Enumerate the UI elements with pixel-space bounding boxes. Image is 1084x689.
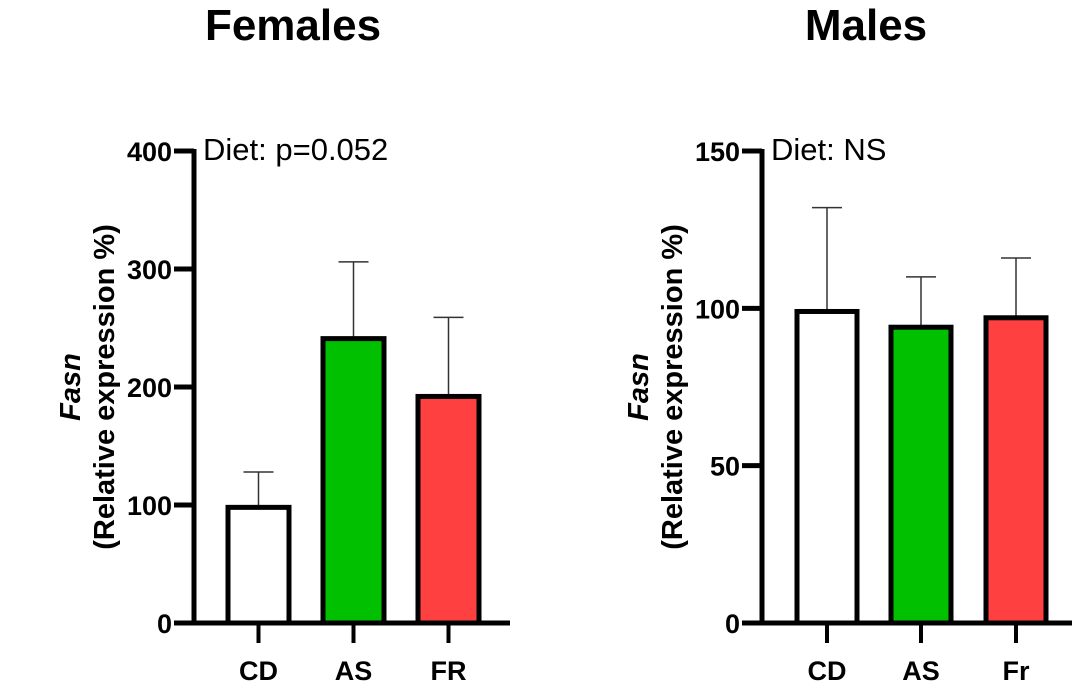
x-tick-label: Fr xyxy=(1003,656,1030,686)
y-tick-label: 50 xyxy=(710,452,740,482)
stat-annotation: Diet: p=0.052 xyxy=(203,132,388,167)
y-tick-label: 300 xyxy=(127,255,172,285)
bar-cd xyxy=(225,504,292,626)
bar-as xyxy=(888,324,954,626)
y-axis-unit-label: (Relative expression %) xyxy=(657,224,689,550)
y-axis-gene-label: Fasn xyxy=(623,353,655,421)
y-tick-label: 150 xyxy=(695,137,740,167)
y-tick-label: 0 xyxy=(725,609,740,639)
x-tick-label: AS xyxy=(335,656,373,686)
x-tick-label: FR xyxy=(431,656,467,686)
y-tick-label: 200 xyxy=(127,373,172,403)
x-tick-label: CD xyxy=(808,656,847,686)
chart-females: Females Fasn(Relative expression %) CD AS FR… xyxy=(55,1,510,686)
stat-annotation: Diet: NS xyxy=(771,132,886,167)
y-axis-unit-label: (Relative expression %) xyxy=(89,224,121,550)
y-tick-label: 100 xyxy=(695,294,740,324)
y-tick-label: 400 xyxy=(127,137,172,167)
y-axis-gene-label: Fasn xyxy=(55,353,87,421)
x-tick-label: CD xyxy=(239,656,278,686)
chart-title: Females xyxy=(205,1,381,50)
bar-as xyxy=(320,336,387,626)
chart-males: Males Fasn(Relative expression %) CD AS Fr 0 5… xyxy=(623,1,1072,686)
y-axis-label: Fasn(Relative expression %) xyxy=(55,224,121,550)
bar-fr xyxy=(983,315,1049,626)
chart-title: Males xyxy=(805,1,927,50)
x-tick-label: AS xyxy=(902,656,940,686)
y-tick-label: 100 xyxy=(127,491,172,521)
y-tick-label: 0 xyxy=(157,609,172,639)
y-axis-label: Fasn(Relative expression %) xyxy=(623,224,689,550)
bar-fr xyxy=(415,393,482,626)
bar-cd xyxy=(794,308,860,626)
